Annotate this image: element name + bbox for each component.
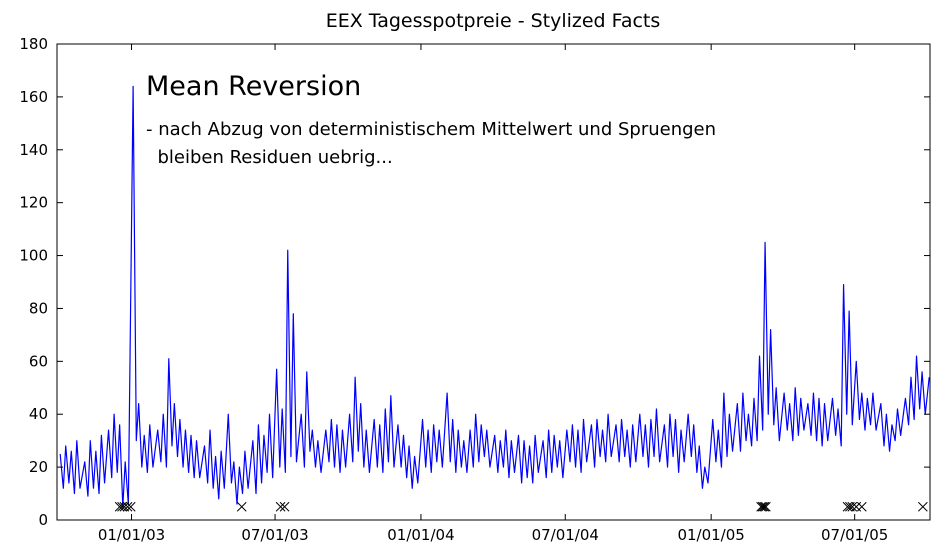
jump-marker	[842, 501, 853, 512]
plot-frame	[56, 43, 931, 521]
jump-marker	[757, 501, 768, 512]
jump-marker	[275, 501, 286, 512]
y-tick-label: 20	[29, 458, 48, 476]
chart-title: EEX Tagesspotpreie - Stylized Facts	[326, 10, 661, 32]
annotation-heading: Mean Reversion	[146, 71, 361, 102]
jump-marker	[125, 501, 136, 512]
jump-marker	[279, 501, 290, 512]
annotation-text: bleiben Residuen uebrig...	[146, 147, 393, 168]
price-line	[59, 85, 930, 508]
x-tick-label: 01/01/04	[387, 526, 454, 544]
jump-marker	[122, 501, 133, 512]
jump-marker	[918, 501, 928, 512]
x-tick-label: 07/01/05	[821, 526, 888, 544]
jump-marker	[236, 501, 247, 512]
y-tick-label: 80	[29, 299, 48, 317]
x-tick-label: 07/01/04	[532, 526, 599, 544]
y-tick-label: 160	[19, 88, 48, 106]
y-tick-label: 40	[29, 405, 48, 423]
jump-marker	[756, 501, 766, 512]
jump-marker	[761, 501, 771, 512]
jump-marker	[114, 501, 125, 512]
y-tick-label: 0	[38, 511, 48, 529]
jump-marker	[117, 501, 127, 512]
annotation-text: - nach Abzug von deterministischem Mitte…	[146, 119, 716, 140]
y-tick-label: 120	[19, 194, 48, 212]
jump-marker	[759, 501, 770, 512]
y-tick-label: 100	[19, 247, 48, 265]
y-tick-label: 60	[29, 352, 48, 370]
jump-marker	[847, 501, 858, 512]
x-tick-label: 01/01/03	[98, 526, 165, 544]
jump-marker	[856, 501, 867, 512]
jump-marker	[851, 501, 862, 512]
x-tick-label: 01/01/05	[677, 526, 744, 544]
x-tick-label: 07/01/03	[241, 526, 308, 544]
y-tick-label: 140	[19, 141, 48, 159]
y-tick-label: 180	[19, 35, 48, 53]
